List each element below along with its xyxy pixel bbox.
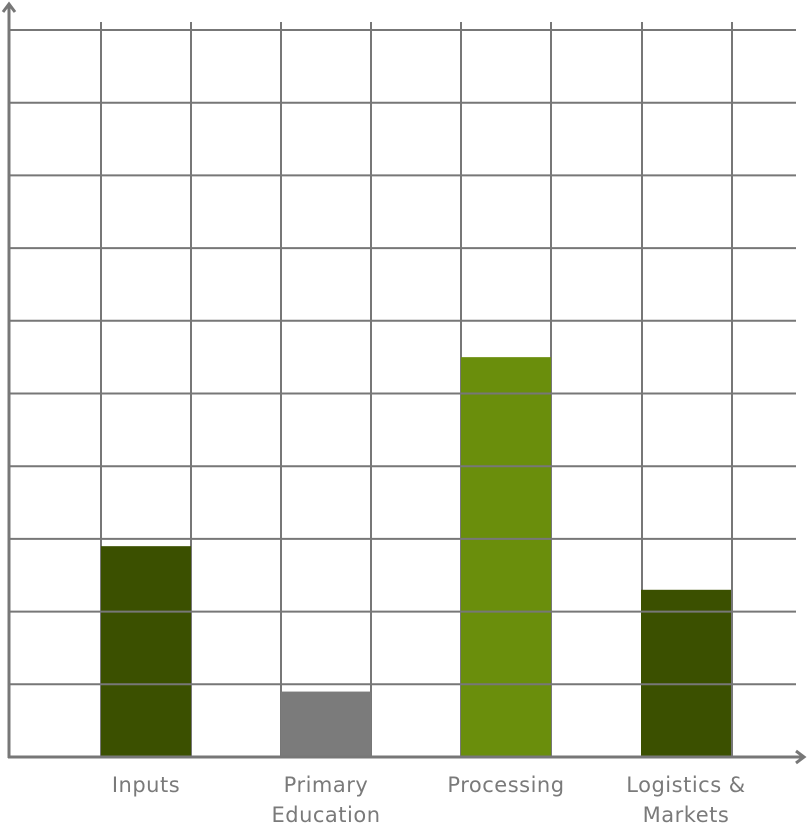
bar bbox=[101, 546, 191, 757]
x-tick-label: Inputs bbox=[111, 773, 181, 797]
x-axis-arrow bbox=[795, 749, 807, 765]
bar bbox=[461, 357, 551, 757]
y-axis-arrow bbox=[1, 1, 17, 13]
bar bbox=[641, 589, 731, 757]
x-tick-label: Processing bbox=[447, 773, 565, 797]
x-tick-label: Primary Education bbox=[271, 773, 381, 825]
x-tick-label: Logistics & Markets bbox=[626, 773, 746, 825]
axes bbox=[1, 1, 807, 765]
vertical-grid bbox=[100, 22, 733, 757]
bar bbox=[281, 691, 371, 757]
